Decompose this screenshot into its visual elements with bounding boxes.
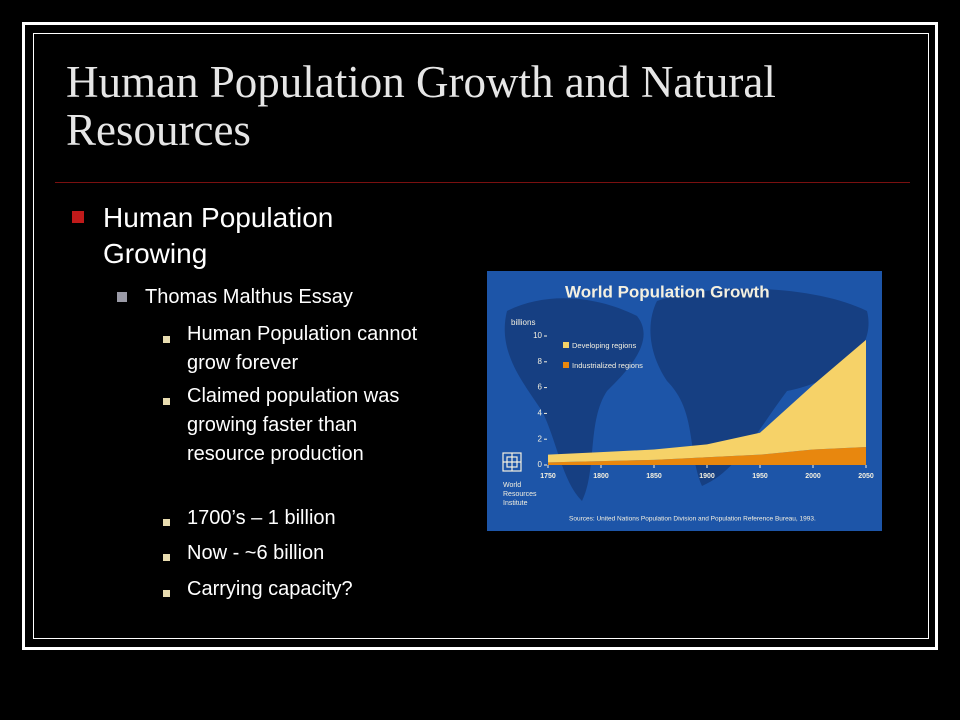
logo-text: Institute bbox=[503, 500, 528, 507]
bullet-marker bbox=[163, 590, 170, 597]
logo bbox=[502, 452, 522, 472]
bullet-marker bbox=[117, 292, 127, 302]
legend-swatch bbox=[563, 342, 569, 348]
y-tick-label: 6 bbox=[538, 383, 543, 392]
x-tick-label: 1800 bbox=[593, 473, 609, 480]
x-tick-label: 1850 bbox=[646, 473, 662, 480]
bullet-marker bbox=[163, 519, 170, 526]
y-tick-label: 0 bbox=[538, 460, 543, 469]
legend-swatch bbox=[563, 362, 569, 368]
map-decoration bbox=[504, 288, 869, 501]
logo-text: World bbox=[503, 482, 521, 489]
figure: World Population Growth billions World R… bbox=[487, 271, 882, 531]
slide-title: Human Population Growth and Natural Reso… bbox=[66, 57, 776, 155]
x-tick-label: 2000 bbox=[805, 473, 821, 480]
bullet: Thomas Malthus Essay bbox=[145, 286, 353, 308]
bullet: Now - ~6 billion bbox=[187, 542, 325, 564]
bullet-marker bbox=[163, 336, 170, 343]
y-tick-label: 2 bbox=[538, 434, 543, 443]
bullet: Human Population Growing bbox=[103, 202, 334, 269]
legend-label: Industrialized regions bbox=[572, 361, 643, 370]
bullet: Claimed population was growing faster th… bbox=[187, 385, 400, 465]
frame bbox=[22, 22, 938, 650]
logo-text: Resources bbox=[503, 491, 537, 498]
area bbox=[548, 339, 866, 463]
bullet-marker bbox=[163, 398, 170, 405]
y-tick-label: 4 bbox=[538, 409, 543, 418]
x-tick-label: 1750 bbox=[540, 473, 556, 480]
legend-label: Developing regions bbox=[572, 341, 636, 350]
axis-label: billions bbox=[511, 318, 535, 327]
bullet-marker bbox=[72, 211, 84, 223]
chart-title: World Population Growth bbox=[565, 282, 770, 301]
x-tick-label: 1950 bbox=[752, 473, 768, 480]
source-note: Sources: United Nations Population Divis… bbox=[569, 516, 816, 523]
title-rule bbox=[55, 182, 910, 183]
y-tick-label: 8 bbox=[538, 357, 543, 366]
frame-inner bbox=[33, 33, 929, 639]
x-tick-label: 2050 bbox=[858, 473, 874, 480]
y-tick-label: 10 bbox=[533, 331, 542, 340]
bullet: Carrying capacity? bbox=[187, 578, 353, 600]
bullet: Human Population cannot grow forever bbox=[187, 323, 418, 374]
bullet: 1700’s – 1 billion bbox=[187, 507, 336, 529]
bullet-marker bbox=[163, 554, 170, 561]
x-tick-label: 1900 bbox=[699, 473, 715, 480]
